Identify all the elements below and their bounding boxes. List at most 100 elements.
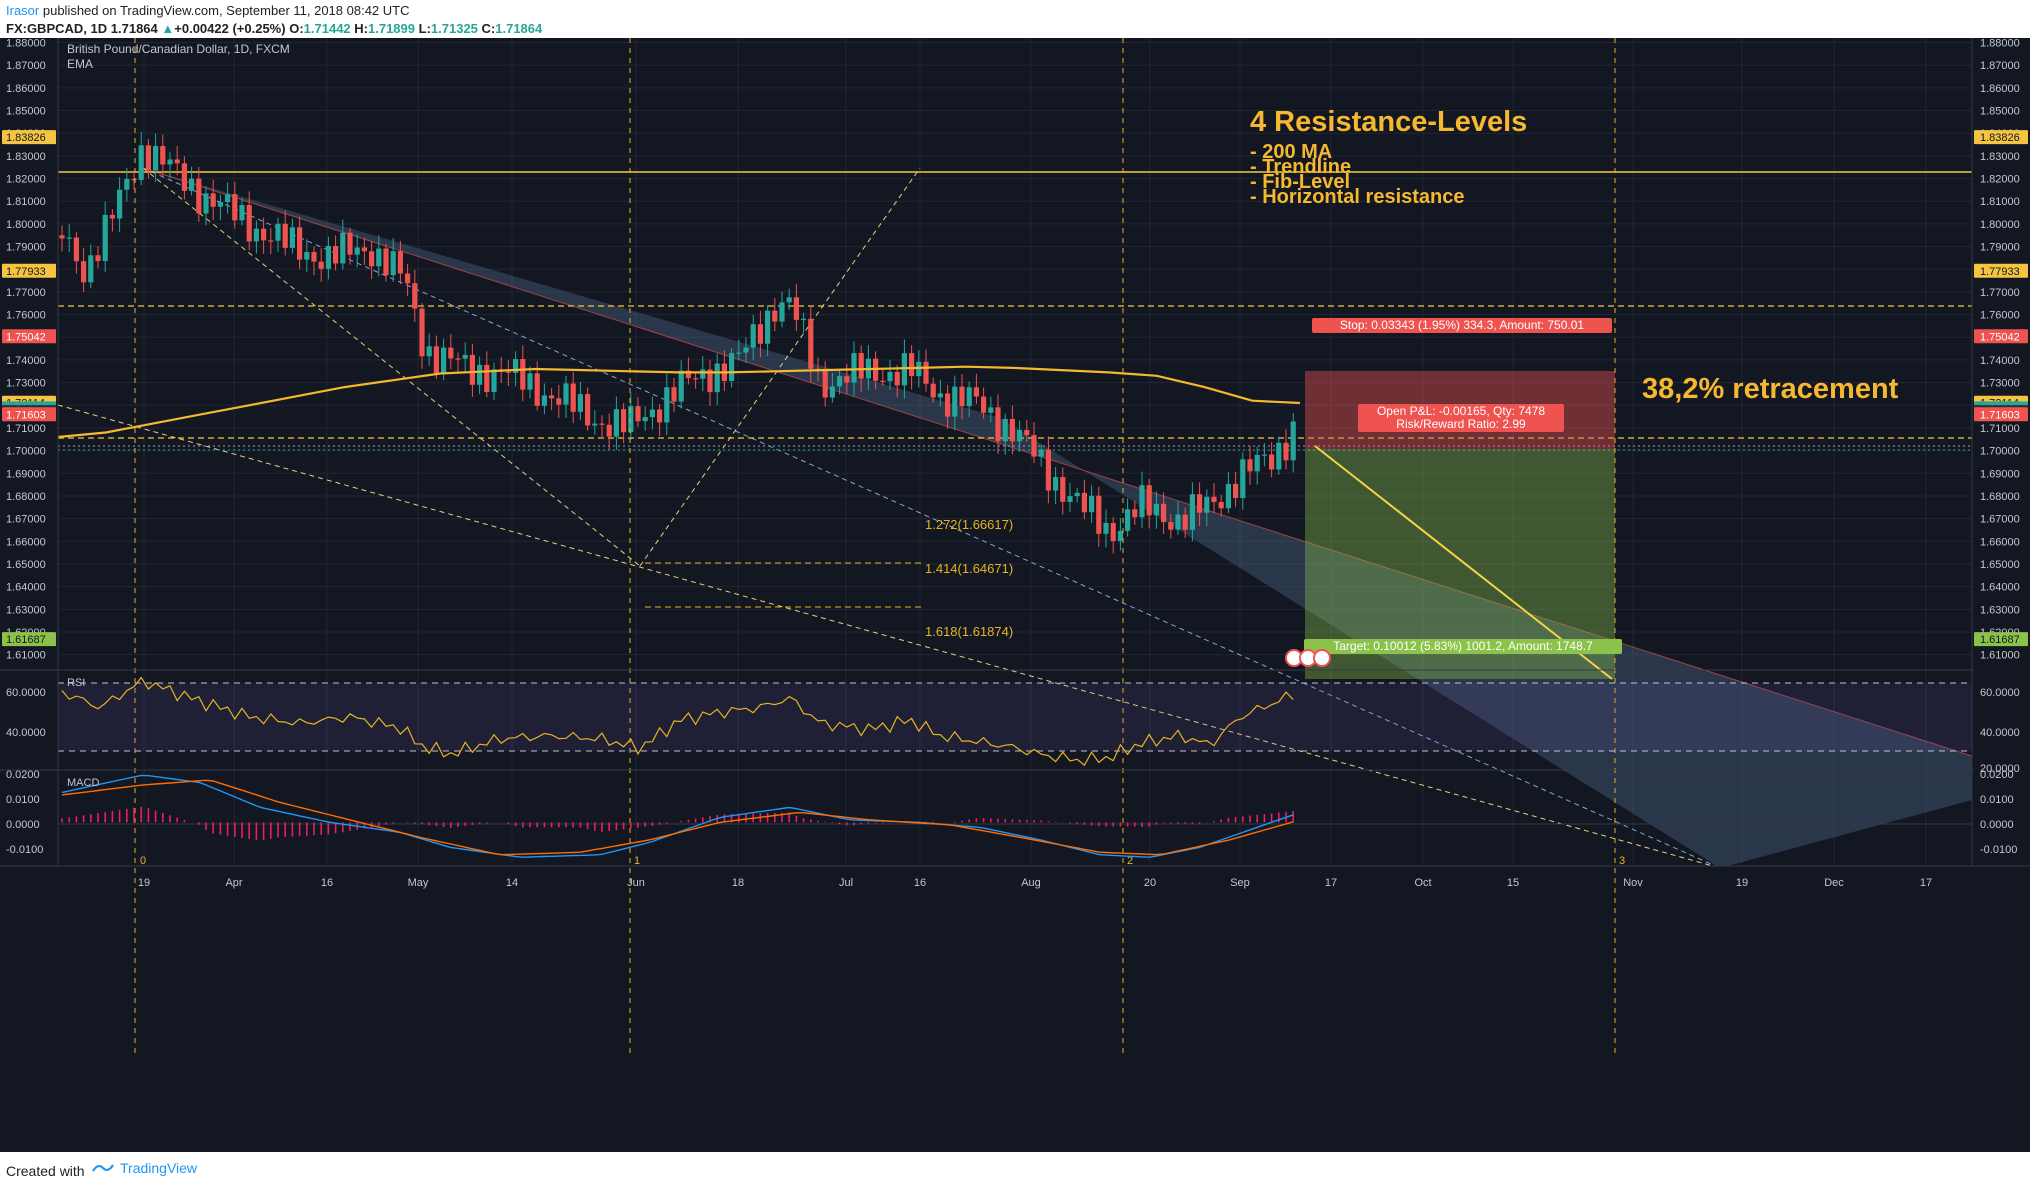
candle-body (311, 252, 317, 262)
level-tag-box (1974, 130, 2028, 145)
tradingview-brand[interactable]: TradingView (92, 1160, 197, 1176)
candle-body (347, 232, 353, 255)
time-tick-label: Sep (1230, 877, 1250, 889)
candle-body (1233, 483, 1239, 498)
price-tick-label: 1.70000 (1980, 446, 2020, 458)
event-flag-icon[interactable] (1313, 649, 1331, 667)
price-tick-label: 1.65000 (6, 559, 46, 571)
price-tick-label: 1.82000 (6, 174, 46, 186)
annotation-item: - Horizontal resistance (1250, 186, 1465, 208)
left-price-axis[interactable]: 1.880001.870001.860001.850001.840001.830… (6, 38, 46, 662)
close-value: 1.71864 (495, 21, 543, 36)
candle-body (981, 396, 987, 413)
price-tick-label: 1.67000 (6, 514, 46, 526)
candle-body (383, 248, 389, 276)
fib-leg-1 (142, 167, 641, 567)
candle-body (138, 145, 144, 180)
candle-body (397, 251, 403, 274)
chart-background (0, 38, 2030, 1152)
candle-body (1211, 496, 1217, 503)
fib-leg-2 (639, 167, 921, 567)
candle-body (556, 398, 562, 405)
candle-body (1218, 502, 1224, 509)
candle-body (455, 358, 461, 360)
candle-body (585, 394, 591, 426)
candle-body (1225, 483, 1231, 509)
price-tick-label: 1.67000 (1980, 514, 2020, 526)
rsi-band (58, 683, 1972, 751)
candle-body (109, 214, 115, 219)
candle-body (232, 194, 238, 221)
candle-body (59, 235, 65, 239)
time-axis[interactable]: 19 Apr 16 May 14 Jun 18 Jul 16 Aug 20 Sep 17 Oct 15 Nov… (138, 877, 1932, 889)
author-link[interactable]: Irasor (6, 3, 40, 18)
candle-body (707, 369, 713, 393)
price-tick-label: 1.83000 (1980, 151, 2020, 163)
rsi-tick-right: 60.0000 (1980, 687, 2020, 699)
candle-body (966, 387, 972, 407)
candle-body (642, 417, 648, 422)
time-tick-label: Nov (1623, 877, 1643, 889)
candle-body (419, 308, 425, 357)
chart-header: Irasor published on TradingView.com, Sep… (0, 0, 2030, 38)
up-arrow-icon: ▲ (161, 21, 175, 36)
event-badges[interactable] (1285, 649, 1331, 667)
annotation-heading[interactable]: 4 Resistance-Levels (1250, 106, 1527, 138)
chart-canvas[interactable]: 0 1 2 3 British Pound/Canadian Dollar, 1… (0, 38, 2030, 1152)
price-tick-label: 1.69000 (1980, 468, 2020, 480)
candle-body (930, 383, 936, 398)
time-tick-label: Jun (627, 877, 645, 889)
candle-body (412, 283, 418, 309)
candle-body (1269, 454, 1275, 470)
candle-body (700, 369, 706, 379)
candle-body (793, 297, 799, 320)
candle-body (750, 324, 756, 348)
candle-body (541, 395, 547, 406)
candle-body (491, 369, 497, 393)
target-label: Target: 0.10012 (5.83%) 1001.2, Amount: … (1333, 639, 1593, 653)
candle-body (484, 364, 490, 393)
price-tick-label: 1.68000 (1980, 491, 2020, 503)
candle-body (678, 370, 684, 402)
candle-body (1067, 496, 1073, 502)
candle-body (801, 318, 807, 320)
candle-body (153, 145, 159, 171)
fib-label-1618: 1.618(1.61874) (925, 624, 1013, 639)
candle-body (952, 386, 958, 417)
price-tick-label: 1.64000 (1980, 582, 2020, 594)
low-value: 1.71325 (430, 21, 478, 36)
price-tick-label: 1.74000 (1980, 355, 2020, 367)
candle-body (405, 273, 411, 284)
candle-body (959, 386, 965, 407)
candle-body (693, 378, 699, 380)
candle-body (181, 163, 187, 191)
candle-body (765, 310, 771, 344)
candle-body (808, 318, 814, 369)
candle-body (1161, 503, 1167, 523)
candle-body (131, 178, 137, 181)
interval-label: 1D (90, 21, 108, 36)
price-tick-label: 1.63000 (6, 604, 46, 616)
candle-body (844, 376, 850, 383)
candle-body (1024, 429, 1030, 436)
candle-body (441, 347, 447, 374)
candle-body (1247, 459, 1253, 472)
retracement-label[interactable]: 38,2% retracement (1642, 373, 1899, 405)
price-tick-label: 1.86000 (6, 83, 46, 95)
price-tick-label: 1.85000 (1980, 106, 2020, 118)
macd-tick-right: 0.0100 (1980, 794, 2014, 806)
price-tick-label: 1.81000 (6, 196, 46, 208)
candle-body (1103, 522, 1109, 534)
rsi-line (61, 676, 1294, 767)
candle-body (757, 324, 763, 344)
level-tag-box (1974, 329, 2028, 344)
time-tick-label: 20 (1144, 877, 1156, 889)
candle-body (851, 353, 857, 383)
candle-body (786, 297, 792, 303)
regression-channel (143, 168, 1972, 866)
price-tick-label: 1.64000 (6, 582, 46, 594)
time-tick-label: 16 (914, 877, 926, 889)
rr-label: Risk/Reward Ratio: 2.99 (1396, 417, 1526, 431)
candle-body (1002, 418, 1008, 442)
candle-body (304, 252, 310, 260)
